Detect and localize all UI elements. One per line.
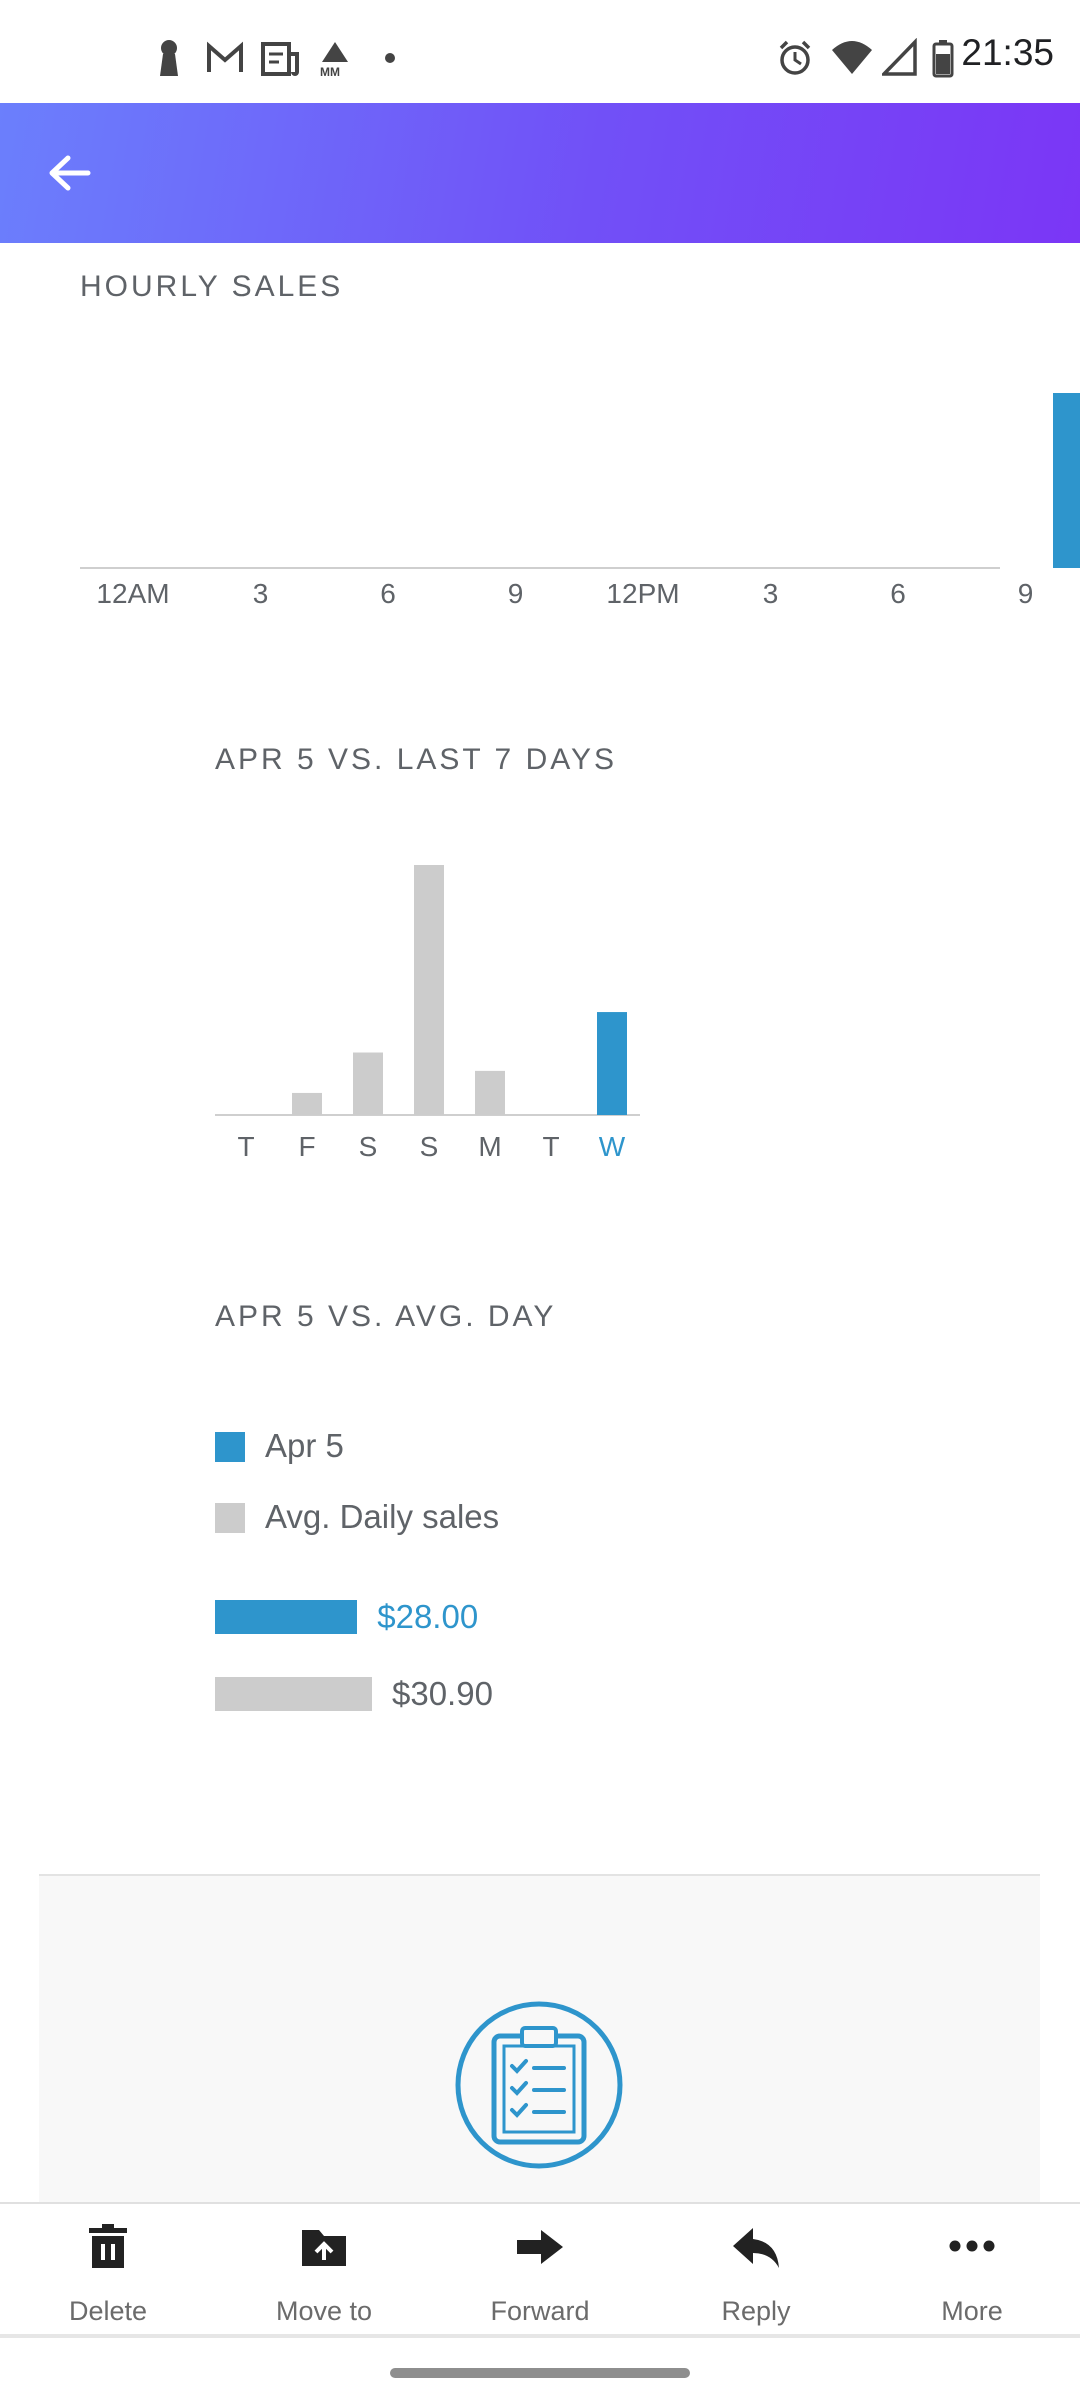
avg-bar-value: $30.90	[392, 1675, 493, 1712]
last7-bar	[353, 1052, 383, 1115]
hourly-bar	[1053, 393, 1080, 568]
last7-bar	[414, 865, 444, 1115]
avg-bar-fill	[215, 1677, 372, 1711]
forward-label: Forward	[490, 2296, 590, 2326]
last7-day-label: T	[542, 1131, 559, 1162]
avg-bar-apr5: $28.00	[215, 1598, 557, 1635]
legend-swatch-avg	[215, 1503, 245, 1533]
more-label: More	[941, 2296, 1003, 2326]
gesture-nav-area	[0, 2334, 1080, 2404]
avg-day-title: APR 5 VS. AVG. DAY	[215, 1300, 557, 1333]
avg-bar-value: $28.00	[377, 1598, 479, 1635]
home-indicator[interactable]	[390, 2368, 690, 2378]
more-button[interactable]: More	[864, 2204, 1080, 2336]
reply-label: Reply	[721, 2296, 791, 2326]
clipboard-checklist-icon[interactable]	[454, 2000, 624, 2170]
legend-label-avg: Avg. Daily sales	[265, 1498, 500, 1535]
forward-button[interactable]: Forward	[432, 2204, 648, 2336]
hourly-tick-label: 3	[253, 578, 269, 609]
delete-button[interactable]: Delete	[0, 2204, 216, 2336]
hourly-tick-label: 9	[1018, 578, 1034, 609]
signal-icon	[882, 38, 917, 76]
last7-day-label: F	[298, 1131, 315, 1162]
wifi-icon	[832, 41, 872, 74]
hourly-tick-label: 6	[380, 578, 396, 609]
svg-text:MM: MM	[320, 65, 340, 78]
mm-warning-icon: MM	[320, 42, 348, 78]
status-bar: MM 21:35	[0, 0, 1080, 103]
status-time: 21:35	[961, 32, 1054, 73]
hourly-tick-label: 9	[508, 578, 524, 609]
hourly-sales-chart: 12AM 3 6 9 12PM 3 6 9	[80, 393, 1080, 609]
last7-day-label: M	[478, 1131, 501, 1162]
legend-swatch-apr5	[215, 1432, 245, 1462]
info-card	[39, 1874, 1040, 2206]
move-to-label: Move to	[275, 2296, 373, 2326]
last-7-days-title: APR 5 VS. LAST 7 DAYS	[215, 743, 618, 776]
legend-label-apr5: Apr 5	[265, 1427, 344, 1464]
avg-bar-fill	[215, 1600, 358, 1634]
keyhole-icon	[160, 40, 178, 76]
last7-bar	[292, 1092, 322, 1115]
last7-day-label: S	[420, 1131, 439, 1162]
last7-day-label: T	[237, 1131, 254, 1162]
last7-day-label: W	[599, 1131, 626, 1162]
alarm-icon	[779, 40, 811, 75]
move-to-button[interactable]: Move to	[216, 2204, 432, 2336]
hourly-tick-label: 3	[763, 578, 779, 609]
arrow-left-icon[interactable]	[40, 148, 100, 198]
reply-icon	[733, 2228, 779, 2268]
hourly-sales-title: HOURLY SALES	[80, 270, 344, 303]
avg-bar-daily: $30.90	[215, 1675, 572, 1712]
more-dots-icon	[949, 2240, 995, 2252]
forward-arrow-icon	[517, 2230, 563, 2264]
battery-icon	[932, 40, 954, 78]
move-to-folder-icon	[302, 2230, 346, 2266]
reply-button[interactable]: Reply	[648, 2204, 864, 2336]
hourly-tick-label: 6	[890, 578, 906, 609]
hourly-tick-label: 12PM	[606, 578, 679, 609]
last7-bar	[597, 1012, 627, 1115]
bottom-toolbar: Delete Move to Forward Reply More	[0, 2202, 1080, 2336]
gmail-icon	[207, 41, 243, 72]
hourly-tick-label: 12AM	[96, 578, 169, 609]
delete-label: Delete	[68, 2296, 148, 2326]
app-header	[0, 103, 1080, 243]
trash-icon	[89, 2224, 127, 2268]
dot-icon	[385, 53, 395, 63]
last7-bar	[475, 1070, 505, 1115]
news-icon	[261, 42, 299, 76]
last7-day-label: S	[359, 1131, 378, 1162]
